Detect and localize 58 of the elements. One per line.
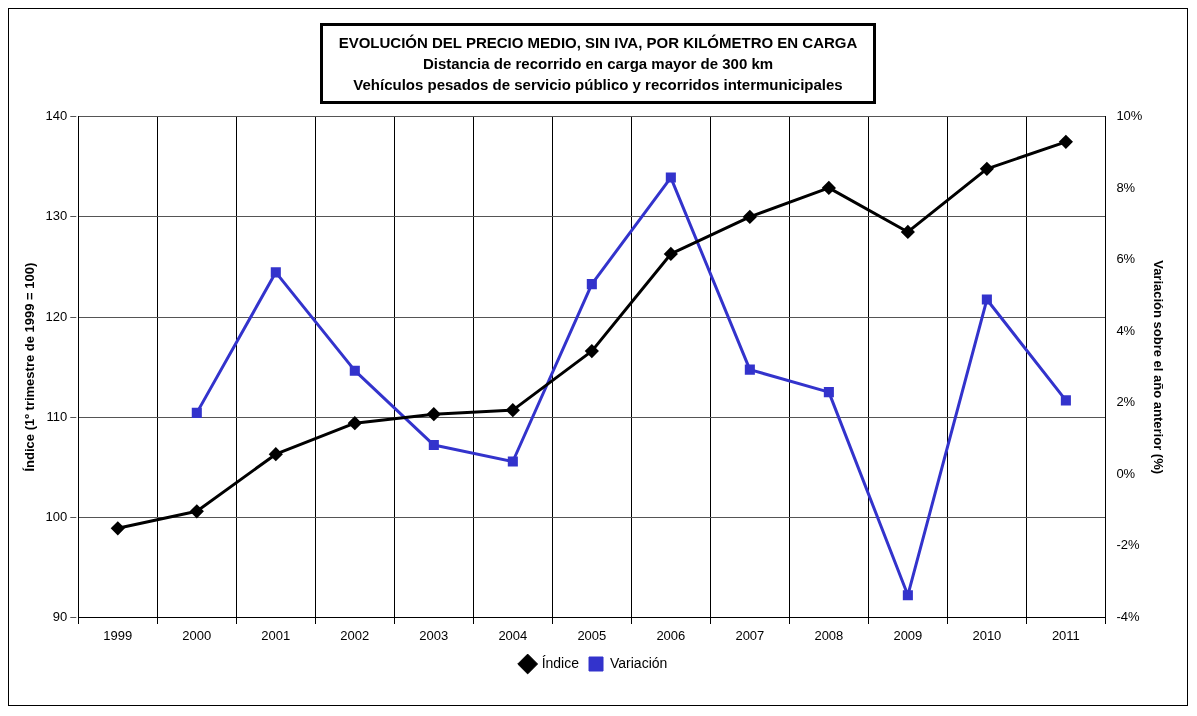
x-tick-label: 2010 — [972, 627, 1002, 643]
x-tick-label: 2007 — [735, 627, 765, 643]
point — [428, 440, 439, 451]
point — [664, 247, 678, 261]
y2-tick-label: -4% — [1116, 608, 1140, 624]
point — [822, 181, 836, 195]
y2-tick-label: 0% — [1116, 465, 1136, 481]
chart-title: EVOLUCIÓN DEL PRECIO MEDIO, SIN IVA, POR KILÓMETRO EN CARGA — [338, 33, 858, 53]
x-tick-label: 1999 — [103, 627, 133, 643]
x-tick-label: 2002 — [340, 627, 370, 643]
point — [1060, 395, 1071, 406]
point — [270, 267, 281, 278]
y-tick-label: 100 — [45, 508, 68, 524]
point — [744, 364, 755, 375]
x-tick-label: 2003 — [419, 627, 449, 643]
y2-axis-title: Variación sobre el año anterior (%) — [1150, 260, 1166, 475]
point — [348, 416, 362, 430]
point — [981, 294, 992, 305]
point — [902, 590, 913, 601]
point — [427, 407, 441, 421]
y2-tick-label: 8% — [1116, 179, 1136, 195]
x-tick-label: 2011 — [1051, 627, 1080, 643]
x-tick-label: 2000 — [182, 627, 212, 643]
y2-tick-label: -2% — [1116, 537, 1140, 553]
y-tick-label: 110 — [46, 408, 68, 424]
point — [191, 407, 202, 418]
point — [743, 210, 757, 224]
y2-tick-label: 2% — [1116, 394, 1136, 410]
y-tick-label: 120 — [45, 308, 68, 324]
point — [586, 279, 597, 290]
point — [585, 344, 599, 358]
y-tick-label: 140 — [45, 108, 68, 124]
point — [349, 365, 360, 376]
point — [111, 521, 125, 535]
y2-tick-label: 6% — [1116, 251, 1136, 267]
x-tick-label: 2004 — [498, 627, 528, 643]
legend-label: Variación — [610, 654, 668, 671]
point — [665, 172, 676, 183]
y-tick-label: 90 — [52, 608, 68, 624]
x-tick-label: 2001 — [261, 627, 291, 643]
x-tick-label: 2006 — [656, 627, 686, 643]
x-tick-label: 2008 — [814, 627, 844, 643]
point — [269, 447, 283, 461]
point — [823, 387, 834, 398]
point — [506, 403, 520, 417]
point — [507, 456, 518, 467]
x-tick-label: 2005 — [577, 627, 607, 643]
legend-label: Índice — [541, 654, 580, 671]
x-tick-label: 2009 — [893, 627, 923, 643]
point — [980, 162, 994, 176]
y-tick-label: 130 — [45, 208, 68, 224]
point — [190, 504, 204, 518]
y-axis-title: Índice (1º trimestre de 1999 = 100) — [22, 262, 38, 472]
y2-tick-label: 10% — [1116, 108, 1143, 124]
point — [1059, 135, 1073, 149]
point — [901, 225, 915, 239]
chart-subtitle: Distancia de recorrido en carga mayor de 300 km Vehículos pesados de servicio público y recorridos intermunicipales — [352, 54, 844, 95]
y2-tick-label: 4% — [1116, 322, 1136, 338]
